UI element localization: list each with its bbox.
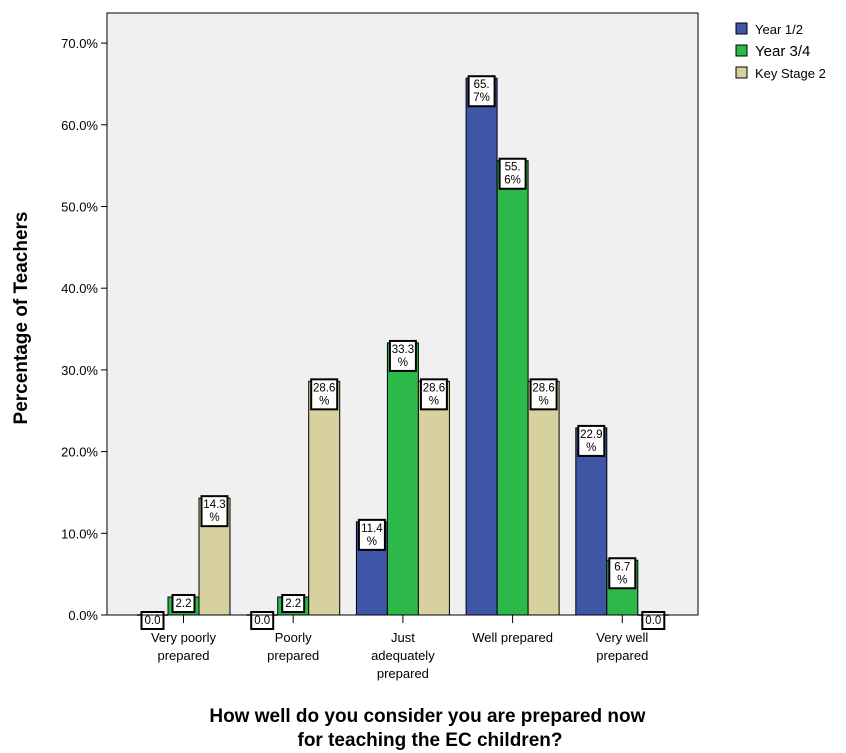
y-tick-label: 20.0% bbox=[61, 445, 98, 460]
data-label-box bbox=[419, 378, 448, 411]
data-label-box bbox=[577, 424, 606, 457]
legend-label: Year 1/2 bbox=[755, 22, 803, 37]
x-axis-title: How well do you consider you are prepare… bbox=[209, 706, 650, 751]
x-tick-label: Poorly prepared bbox=[267, 630, 319, 663]
x-axis: Very poorly prepared Poorly prepared Just ade… bbox=[107, 614, 698, 681]
y-axis: 0.0% 10.0% 20.0% 30.0% 40.0% 50.0% 60.0% 70.0% bbox=[61, 36, 107, 623]
y-tick-label: 30.0% bbox=[61, 363, 98, 378]
data-label-box bbox=[357, 518, 386, 551]
legend-swatch bbox=[735, 22, 748, 35]
data-label-box bbox=[171, 594, 196, 614]
data-label: 2.2 bbox=[176, 598, 192, 610]
data-label: 33.3% bbox=[392, 344, 414, 369]
data-label-box bbox=[467, 75, 496, 108]
data-label-box bbox=[281, 594, 306, 614]
bar bbox=[527, 380, 560, 616]
y-tick-label: 60.0% bbox=[61, 118, 98, 133]
legend-swatch bbox=[735, 44, 748, 57]
data-label-box bbox=[641, 611, 666, 630]
data-label: 55. 6% bbox=[504, 162, 521, 187]
bar bbox=[308, 380, 341, 616]
data-label: 6.7% bbox=[614, 561, 630, 586]
bar bbox=[496, 160, 529, 616]
data-label: 65. 7% bbox=[473, 79, 490, 104]
data-label-box bbox=[140, 611, 165, 630]
x-axis-title-line-2: for teaching the EC children? bbox=[298, 730, 563, 751]
x-axis-title-line-1: How well do you consider you are prepare… bbox=[209, 706, 645, 727]
data-label-box bbox=[498, 157, 527, 190]
data-label: 28.6% bbox=[532, 382, 554, 407]
data-label-box bbox=[200, 495, 229, 528]
y-axis-title: Percentage of Teachers bbox=[11, 212, 32, 425]
data-label: 2.2 bbox=[285, 598, 301, 610]
bar bbox=[465, 77, 498, 616]
x-tick-label: Just adequately prepared bbox=[371, 630, 435, 681]
y-tick-label: 40.0% bbox=[61, 281, 98, 296]
x-tick-label: Very well prepared bbox=[596, 630, 648, 663]
y-tick-label: 0.0% bbox=[68, 608, 98, 623]
data-label-box bbox=[529, 378, 558, 411]
data-label: 14.3% bbox=[203, 499, 225, 524]
data-label-box bbox=[250, 611, 275, 630]
data-label: 11.4% bbox=[361, 523, 383, 548]
y-tick-label: 70.0% bbox=[61, 36, 98, 51]
data-label: 0.0 bbox=[254, 615, 270, 627]
data-label: 0.0 bbox=[645, 615, 661, 627]
legend-label: Key Stage 2 bbox=[755, 66, 826, 81]
legend: Year 1/2 Year 3/4 Key Stage 2 bbox=[735, 22, 826, 81]
data-label-box bbox=[310, 378, 339, 411]
bar bbox=[417, 380, 450, 616]
data-label: 0.0 bbox=[145, 615, 161, 627]
legend-swatch bbox=[735, 66, 748, 79]
bars-group: 0.0 2.2 14.3 % 0.0 2.2 28.6 % 11.4 % 33.3 % 28.6 % 65.… bbox=[137, 75, 669, 630]
data-label: 28.6% bbox=[313, 382, 335, 407]
data-label: 28.6% bbox=[423, 382, 445, 407]
data-label: 22.9% bbox=[580, 429, 602, 454]
y-tick-label: 10.0% bbox=[61, 526, 98, 541]
x-tick-label: Well prepared bbox=[472, 630, 553, 645]
legend-label: Year 3/4 bbox=[755, 43, 810, 60]
data-label-box bbox=[608, 557, 637, 590]
bar bbox=[575, 427, 608, 616]
data-label-box bbox=[388, 339, 417, 372]
y-tick-label: 50.0% bbox=[61, 200, 98, 215]
x-tick-label: Very poorly prepared bbox=[151, 630, 217, 663]
bar bbox=[386, 342, 419, 616]
